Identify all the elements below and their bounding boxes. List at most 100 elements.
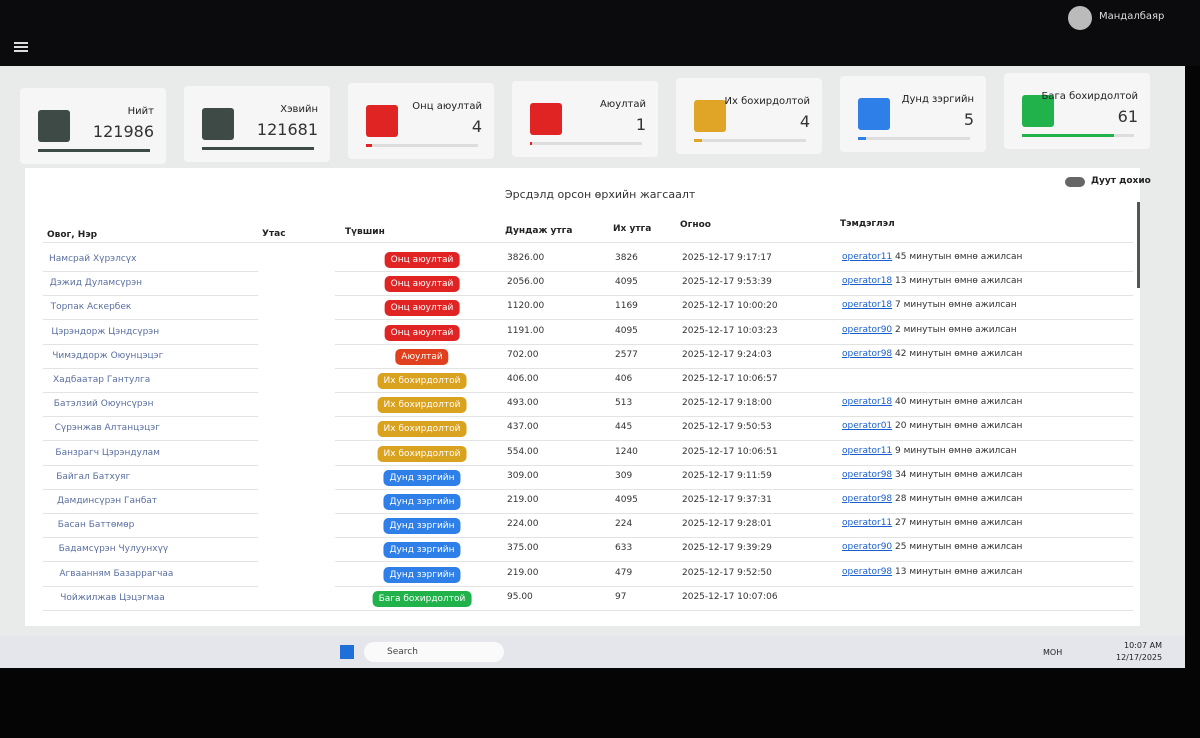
- row-divider: [43, 609, 1133, 611]
- row-name: Хадбаатар Гантулга: [53, 375, 151, 385]
- max-value: 479: [615, 567, 633, 578]
- progress-fill: [694, 139, 702, 142]
- avg-value: 1120.00: [507, 301, 545, 312]
- user-name[interactable]: Мандалбаяр: [1099, 11, 1165, 22]
- operator-link[interactable]: operator11: [842, 445, 893, 456]
- search-box[interactable]: [364, 642, 504, 662]
- table-panel: Эрсдэлд орсон өрхийн жагсаалт Дуут дохио…: [25, 168, 1151, 626]
- row-divider: [43, 464, 1133, 466]
- row-name: Бадамсүрэн Чулуунхүү: [58, 544, 169, 555]
- note: 20 минутын өмнө ажилсан: [895, 421, 1023, 432]
- row-name: Агваанням Базаррагчаа: [59, 568, 174, 579]
- avg-value: 493.00: [507, 398, 539, 409]
- avg-value: 95.00: [507, 591, 533, 602]
- progress-track: [366, 144, 478, 147]
- row-divider: [43, 416, 1133, 418]
- row-name: Дамдинсүрэн Ганбат: [57, 496, 158, 506]
- card-label: Нийт: [127, 106, 154, 117]
- operator-link[interactable]: operator90: [842, 324, 893, 335]
- avg-value: 406.00: [507, 374, 539, 384]
- operator-link[interactable]: operator01: [842, 421, 893, 432]
- date: 2025-12-17 9:52:50: [682, 567, 772, 578]
- operator-link[interactable]: operator90: [842, 542, 893, 553]
- note: 27 минутын өмнө ажилсан: [895, 518, 1023, 529]
- card-icon: [38, 110, 70, 142]
- level-badge: Дунд зэргийн: [383, 566, 461, 583]
- stat-card: Нийт 121986: [20, 88, 166, 164]
- max-value: 224: [615, 519, 633, 530]
- date: 2025-12-17 9:11:59: [682, 470, 772, 481]
- operator-link[interactable]: operator18: [842, 276, 893, 287]
- avg-value: 437.00: [507, 422, 539, 433]
- card-value: 121986: [92, 122, 154, 141]
- table-title: Эрсдэлд орсон өрхийн жагсаалт: [505, 188, 696, 201]
- operator-link[interactable]: operator11: [842, 518, 893, 529]
- card-label: Хэвийн: [280, 103, 318, 115]
- operator-link[interactable]: operator98: [842, 469, 893, 480]
- row-divider: [43, 537, 1133, 539]
- column-header: Огноо: [680, 220, 711, 230]
- level-badge: Их бохирдолтой: [377, 397, 467, 414]
- language[interactable]: МОН: [1043, 648, 1063, 657]
- progress-fill: [38, 149, 150, 152]
- row-divider: [43, 367, 1133, 369]
- note: 2 минутын өмнө ажилсан: [895, 324, 1017, 335]
- max-value: 4095: [615, 277, 638, 288]
- progress-track: [694, 139, 806, 142]
- date: 2025-12-17 9:37:31: [682, 495, 772, 505]
- stat-card: Хэвийн 121681: [184, 85, 330, 162]
- card-icon: [694, 100, 726, 132]
- taskbar: Search МОН 10:07 AM 12/17/2025: [0, 636, 1185, 668]
- operator-link[interactable]: operator98: [842, 566, 893, 577]
- stat-card: Дунд зэргийн 5: [840, 75, 986, 152]
- note: 7 минутын өмнө ажилсан: [895, 300, 1017, 311]
- note: 9 минутын өмнө ажилсан: [895, 445, 1017, 456]
- level-badge: Онц аюултай: [384, 276, 460, 293]
- card-icon: [1022, 95, 1054, 127]
- max-value: 4095: [615, 325, 638, 336]
- max-value: 406: [615, 374, 633, 384]
- operator-link[interactable]: operator11: [842, 252, 893, 262]
- row-divider: [43, 295, 1133, 297]
- date: 2025-12-17 9:18:00: [682, 398, 772, 409]
- operator-link[interactable]: operator98: [842, 494, 893, 504]
- start-button[interactable]: [340, 645, 354, 659]
- card-label: Дунд зэргийн: [901, 93, 974, 105]
- operator-link[interactable]: operator18: [842, 300, 893, 311]
- column-header: Түвшин: [345, 227, 385, 237]
- row-name: Батэлзий Оюунсүрэн: [53, 399, 154, 410]
- progress-track: [202, 146, 314, 150]
- toggle[interactable]: [1065, 177, 1085, 187]
- avg-value: 219.00: [507, 567, 539, 578]
- avg-value: 224.00: [507, 519, 539, 530]
- progress-track: [858, 136, 970, 140]
- level-badge: Бага бохирдолтой: [372, 590, 472, 607]
- date: 2025-12-17 9:39:29: [682, 543, 772, 554]
- level-badge: Их бохирдолтой: [377, 373, 467, 389]
- note: 25 минутын өмнө ажилсан: [895, 542, 1023, 553]
- max-value: 3826: [615, 253, 638, 263]
- progress-track: [1022, 134, 1134, 137]
- menu-button[interactable]: [14, 42, 28, 44]
- row-name: Чойжилжав Цэцэгмаа: [60, 592, 165, 603]
- avg-value: 554.00: [507, 446, 539, 457]
- stat-card: Аюултай 1: [512, 80, 658, 157]
- card-value: 121681: [256, 119, 318, 139]
- scrollbar[interactable]: [1137, 202, 1140, 288]
- row-name: Басан Баттөмөр: [57, 520, 135, 531]
- card-icon: [858, 97, 890, 130]
- max-value: 97: [615, 591, 627, 602]
- header-divider: [43, 242, 1133, 243]
- row-divider: [43, 513, 1133, 514]
- note: 28 минутын өмнө ажилсан: [895, 494, 1023, 504]
- avg-value: 2056.00: [507, 277, 545, 288]
- date: 2025-12-17 10:07:06: [682, 591, 778, 602]
- column-header: Овог, Нэр: [47, 230, 98, 240]
- operator-link[interactable]: operator98: [842, 348, 893, 359]
- card-icon: [202, 107, 234, 140]
- card-label: Бага бохирдолтой: [1041, 91, 1138, 102]
- note: 42 минутын өмнө ажилсан: [895, 348, 1023, 359]
- row-divider: [43, 392, 1133, 393]
- operator-link[interactable]: operator18: [842, 397, 893, 408]
